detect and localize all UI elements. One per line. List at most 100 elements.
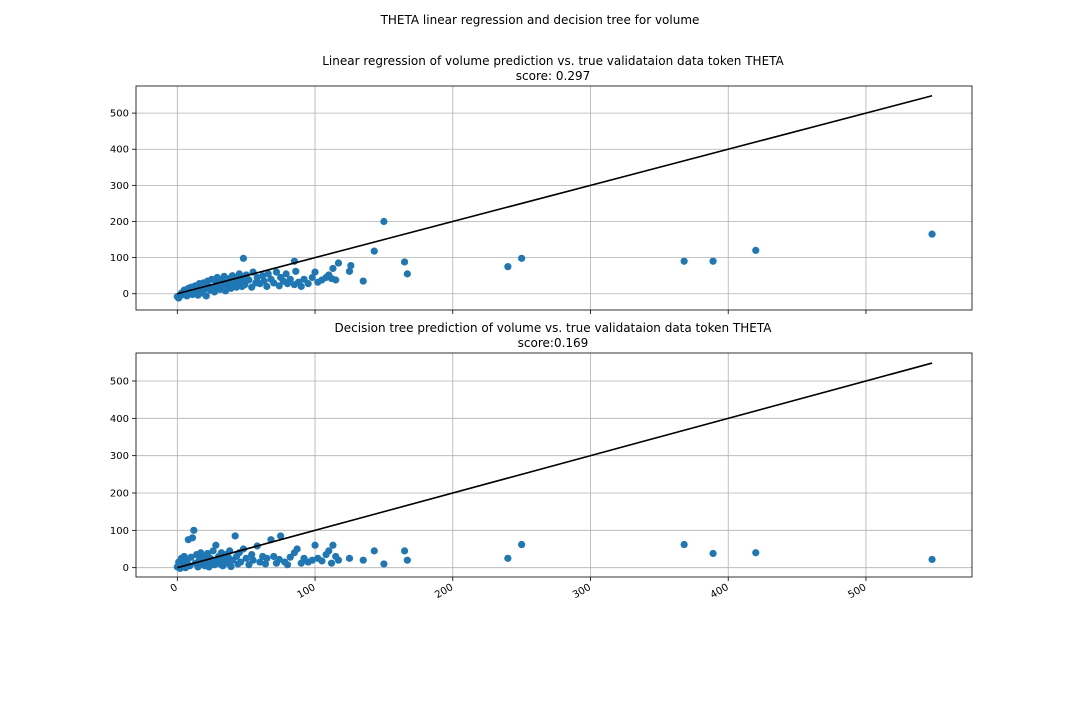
decision-tree-points bbox=[173, 526, 936, 573]
decision-tree-data-point bbox=[293, 545, 301, 553]
decision-tree-data-point bbox=[256, 558, 264, 566]
decision-tree-xtick-label: 400 bbox=[709, 582, 731, 601]
linear-regression-data-point bbox=[235, 270, 243, 278]
decision-tree-xtick-label: 500 bbox=[846, 582, 868, 601]
decision-tree-data-point bbox=[403, 556, 411, 564]
decision-tree-data-point bbox=[327, 559, 336, 567]
linear-regression-data-point bbox=[400, 258, 409, 266]
decision-tree-data-point bbox=[518, 540, 526, 549]
linear-regression-data-point bbox=[311, 268, 319, 276]
linear-regression-data-point bbox=[228, 272, 237, 280]
decision-tree-data-point bbox=[209, 547, 217, 555]
linear-regression-score: score: 0.297 bbox=[516, 69, 590, 83]
decision-tree-data-point bbox=[370, 547, 378, 555]
decision-tree-data-point bbox=[242, 554, 250, 562]
linear-regression-data-point bbox=[308, 273, 316, 282]
linear-regression-grid bbox=[136, 86, 972, 310]
linear-regression-data-point bbox=[380, 217, 388, 226]
decision-tree-data-point bbox=[400, 547, 409, 555]
decision-tree-data-point bbox=[709, 549, 717, 558]
linear-regression-data-point bbox=[282, 270, 290, 278]
linear-regression-data-point bbox=[359, 277, 367, 285]
decision-tree-ytick-label: 100 bbox=[110, 526, 129, 537]
decision-tree-data-point bbox=[380, 560, 388, 568]
linear-regression-data-point bbox=[709, 257, 717, 265]
linear-regression-data-point bbox=[504, 263, 512, 271]
decision-tree-data-point bbox=[359, 556, 367, 564]
figure-suptitle: THETA linear regression and decision tre… bbox=[380, 13, 700, 27]
linear-regression-data-point bbox=[297, 282, 305, 291]
linear-regression-title: Linear regression of volume prediction v… bbox=[322, 54, 784, 68]
linear-regression-data-point bbox=[332, 276, 340, 284]
linear-regression-ytick-label: 200 bbox=[110, 217, 129, 228]
linear-regression-ytick-label: 500 bbox=[110, 109, 129, 120]
decision-tree-data-point bbox=[190, 526, 198, 534]
decision-tree-data-point bbox=[680, 540, 688, 549]
linear-regression-subplot: Linear regression of volume prediction v… bbox=[110, 54, 973, 314]
decision-tree-data-point bbox=[249, 556, 257, 564]
linear-regression-identity-line bbox=[177, 94, 933, 295]
decision-tree-data-point bbox=[325, 547, 333, 555]
decision-tree-data-point bbox=[275, 555, 283, 564]
linear-regression-ytick-label: 300 bbox=[110, 181, 129, 192]
decision-tree-ytick-label: 300 bbox=[110, 451, 129, 462]
decision-tree-data-point bbox=[283, 561, 292, 569]
linear-regression-data-point bbox=[272, 268, 281, 276]
decision-tree-score: score:0.169 bbox=[518, 336, 589, 350]
decision-tree-data-point bbox=[263, 554, 271, 562]
decision-tree-xtick-label: 0 bbox=[169, 582, 180, 595]
decision-tree-reference-line bbox=[177, 362, 933, 569]
linear-regression-data-point bbox=[680, 257, 688, 265]
linear-regression-data-point bbox=[210, 288, 219, 296]
linear-regression-data-point bbox=[304, 280, 312, 288]
decision-tree-xtick-label: 200 bbox=[433, 582, 455, 601]
linear-regression-axes-frame bbox=[135, 85, 973, 311]
decision-tree-ytick-label: 0 bbox=[123, 563, 129, 574]
decision-tree-data-point bbox=[928, 555, 936, 564]
decision-tree-data-point bbox=[334, 556, 343, 564]
decision-tree-data-point bbox=[212, 541, 220, 549]
linear-regression-data-point bbox=[241, 281, 249, 289]
linear-regression-data-point bbox=[259, 272, 267, 280]
decision-tree-data-point bbox=[227, 562, 235, 571]
linear-regression-data-point bbox=[220, 272, 228, 280]
decision-tree-data-point bbox=[248, 551, 256, 559]
linear-regression-data-point bbox=[518, 254, 526, 262]
linear-regression-data-point bbox=[292, 267, 300, 275]
decision-tree-ytick-label: 200 bbox=[110, 489, 129, 500]
linear-regression-data-point bbox=[928, 230, 936, 238]
decision-tree-data-point bbox=[188, 534, 197, 542]
decision-tree-xtick-label: 300 bbox=[571, 582, 593, 601]
linear-regression-data-point bbox=[334, 259, 343, 267]
linear-regression-data-point bbox=[752, 246, 760, 254]
linear-regression-data-point bbox=[275, 282, 283, 290]
decision-tree-data-point bbox=[752, 549, 760, 557]
linear-regression-ytick-label: 400 bbox=[110, 145, 129, 156]
decision-tree-data-point bbox=[231, 532, 239, 540]
decision-tree-xtick-label: 100 bbox=[296, 582, 318, 601]
linear-regression-points bbox=[173, 217, 936, 302]
linear-regression-data-point bbox=[260, 277, 268, 285]
decision-tree-data-point bbox=[237, 558, 245, 566]
linear-regression-data-point bbox=[245, 276, 253, 284]
linear-regression-ytick-label: 100 bbox=[110, 253, 129, 264]
decision-tree-title: Decision tree prediction of volume vs. t… bbox=[335, 321, 773, 335]
decision-tree-axes-frame bbox=[135, 352, 973, 578]
decision-tree-data-point bbox=[308, 556, 316, 564]
decision-tree-data-point bbox=[345, 554, 354, 562]
decision-tree-identity-line bbox=[177, 362, 933, 569]
linear-regression-data-point bbox=[403, 270, 411, 278]
decision-tree-data-point bbox=[277, 532, 285, 540]
linear-regression-data-point bbox=[370, 247, 378, 255]
decision-tree-data-point bbox=[504, 554, 512, 562]
linear-regression-data-point bbox=[345, 267, 354, 275]
linear-regression-data-point bbox=[263, 282, 271, 291]
decision-tree-subplot: Decision tree prediction of volume vs. t… bbox=[110, 321, 973, 601]
linear-regression-ytick-label: 0 bbox=[123, 289, 129, 300]
linear-regression-data-point bbox=[270, 279, 278, 287]
decision-tree-data-point bbox=[311, 541, 319, 549]
decision-tree-data-point bbox=[318, 557, 326, 565]
decision-tree-ytick-label: 500 bbox=[110, 377, 129, 388]
linear-regression-reference-line bbox=[177, 94, 933, 295]
